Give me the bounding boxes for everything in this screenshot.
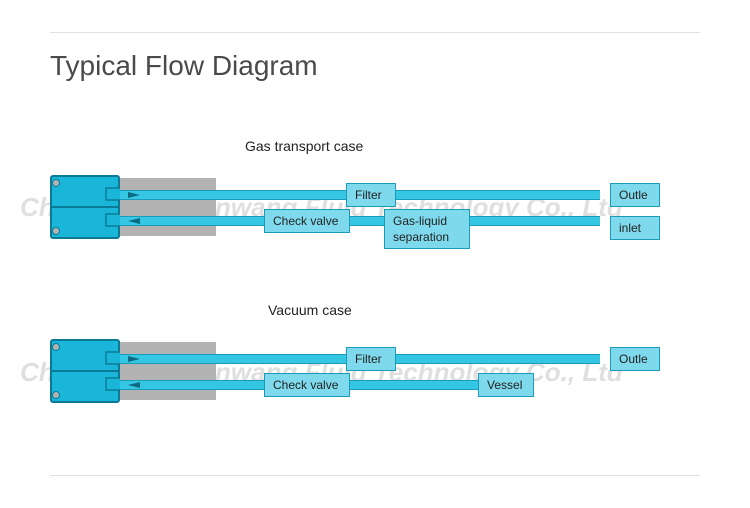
arrow-out-icon xyxy=(128,356,140,362)
subtitle-vacuum: Vacuum case xyxy=(268,302,352,318)
inlet-box-gas: inlet xyxy=(610,216,660,240)
vessel-box: Vessel xyxy=(478,373,534,397)
arrow-in-icon xyxy=(128,218,140,224)
arrow-out-icon xyxy=(128,192,140,198)
outlet-box-gas: Outle xyxy=(610,183,660,207)
filter-label: Filter xyxy=(355,352,382,368)
check-valve-box-vac: Check valve xyxy=(264,373,350,397)
subtitle-gas-transport: Gas transport case xyxy=(245,138,363,154)
filter-box-vac: Filter xyxy=(346,347,396,371)
outlet-label: Outle xyxy=(619,352,648,368)
page: Typical Flow Diagram Changzhou Yuanwang … xyxy=(0,0,750,508)
filter-box-gas: Filter xyxy=(346,183,396,207)
check-valve-label: Check valve xyxy=(273,214,338,230)
page-title: Typical Flow Diagram xyxy=(50,50,318,82)
inlet-label: inlet xyxy=(619,221,641,237)
filter-label: Filter xyxy=(355,188,382,204)
outlet-box-vac: Outle xyxy=(610,347,660,371)
gas-bot-pipe xyxy=(120,216,600,226)
pump-head-vac xyxy=(50,339,120,403)
top-rule xyxy=(50,32,700,33)
pump-head-gas xyxy=(50,175,120,239)
vessel-label: Vessel xyxy=(487,378,522,394)
outlet-label: Outle xyxy=(619,188,648,204)
bottom-rule xyxy=(50,475,700,476)
gas-liquid-sep-label: Gas-liquid separation xyxy=(393,214,461,245)
check-valve-box-gas: Check valve xyxy=(264,209,350,233)
gas-liquid-sep-box: Gas-liquid separation xyxy=(384,209,470,249)
arrow-in-icon xyxy=(128,382,140,388)
check-valve-label: Check valve xyxy=(273,378,338,394)
